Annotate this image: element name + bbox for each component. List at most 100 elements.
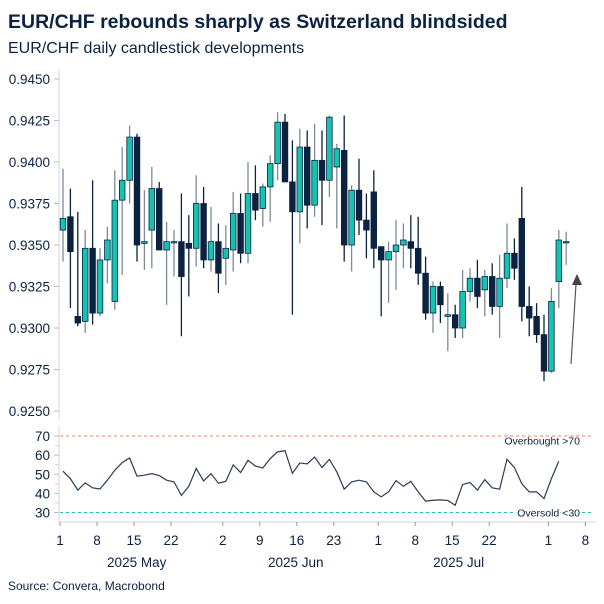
candle-body [215,241,222,274]
price-tick-label: 0.9400 [9,155,50,170]
candle [244,162,252,264]
candlestick-series [59,112,570,382]
candle [192,175,200,267]
candle [67,188,74,309]
candle-body [400,239,407,246]
candle [496,254,503,338]
source-note: Source: Convera, Macrobond [8,579,165,593]
x-tick-label: 1 [56,533,64,548]
candle-body [422,272,429,314]
candle-body [355,189,363,221]
chart-title: EUR/CHF rebounds sharply as Switzerland … [8,11,508,33]
candle [363,193,370,259]
candle-body [518,218,525,307]
x-tick-label: 1 [545,533,553,548]
candle [488,263,496,315]
rebound-arrow [570,283,577,365]
x-tick-label: 15 [445,533,460,548]
candle-body [555,239,562,282]
candle-body [67,216,74,253]
price-tick-label: 0.9425 [9,114,50,129]
price-tick-label: 0.9325 [9,280,50,295]
candle-body [222,247,229,259]
candle [82,230,89,333]
candle [133,133,141,262]
candle-body [437,286,444,306]
candle-body [326,116,333,181]
candle-body [274,121,281,165]
x-tick-label: 23 [326,533,341,548]
candle-body [185,242,192,249]
candle-body [407,241,414,249]
candle [466,268,474,302]
x-tick-label: 8 [582,533,590,548]
candle-body [296,146,303,213]
candle-body [163,241,170,251]
candle-body [429,286,437,314]
price-tick-label: 0.9350 [9,238,50,253]
candle [392,220,400,290]
candle-body [281,121,289,183]
candle-body [104,239,111,261]
candle [178,193,185,337]
candle [422,256,429,320]
candle-body [252,193,259,211]
candle [451,304,459,338]
candle [74,211,81,327]
candle-body [318,159,326,181]
candle-body [74,315,81,324]
candle-body [451,314,459,329]
price-tick-label: 0.9300 [9,321,50,336]
candle [104,226,111,284]
candle [407,215,414,269]
candle [296,128,303,244]
candle-body [89,247,96,314]
candle [141,190,148,270]
candle-body [192,203,200,249]
price-tick-label: 0.9250 [9,404,50,419]
candle [437,281,444,324]
rsi-thresholds: Overbought >70 Oversold <30 [60,435,592,521]
candle-body [540,334,548,372]
price-tick-label: 0.9275 [9,363,50,378]
candle-body [526,306,533,319]
candle-body [303,146,311,206]
candle-body [370,191,377,249]
candle [511,238,518,280]
rsi-tick-label: 40 [35,486,50,501]
oversold-label: Oversold <30 [517,508,580,520]
candle [148,166,155,269]
candle [385,241,392,304]
candle-body [311,159,318,206]
candle [229,191,237,272]
candle-body [392,244,400,253]
candle-body [414,247,422,274]
x-tick-label: 22 [163,533,178,548]
candle-body [503,252,511,279]
x-month-label: 2025 May [107,555,167,570]
candle-body [385,251,392,261]
candle-body [178,241,185,277]
candle-body [488,276,496,307]
candle-body [82,247,89,322]
candle [518,186,525,322]
candle-body [340,149,348,246]
candle [155,181,163,251]
candle-body [459,291,466,329]
rsi-y-axis: 70 60 50 40 30 [35,426,60,522]
x-tick-label: 9 [256,533,264,548]
candle [333,143,340,229]
rsi-line [62,450,560,507]
candle-body [289,181,296,213]
candle-body [133,136,141,246]
candle [355,158,363,236]
candle-body [170,241,178,244]
candle [207,206,215,272]
price-tick-label: 0.9375 [9,197,50,212]
rsi-tick-label: 70 [35,429,50,444]
candle [96,248,104,317]
candle [215,223,222,294]
candle [170,230,178,277]
